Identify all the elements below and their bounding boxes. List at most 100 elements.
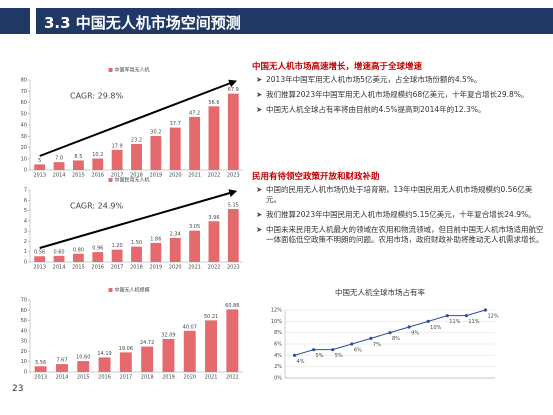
value-label: 1.86 [150, 236, 161, 242]
value-label: 32.09 [161, 332, 175, 338]
value-label: 7.67 [56, 358, 67, 364]
x-tick-label: 2021 [188, 265, 201, 271]
y-tick-label: 10 [21, 359, 27, 365]
x-tick-label: 2023 [227, 173, 240, 179]
bar [92, 252, 104, 262]
x-tick-label: 2022 [208, 173, 221, 179]
y-tick-label: 80 [21, 78, 27, 84]
value-label: 5% [316, 353, 324, 359]
value-label: 2.34 [170, 231, 181, 237]
bar [111, 249, 123, 262]
bar [183, 330, 196, 372]
legend-label: 中国民用无人机 [115, 177, 150, 184]
x-tick-label: 2021 [188, 173, 201, 179]
x-tick-label: 2018 [130, 265, 143, 271]
bar [227, 93, 239, 170]
value-label: 10.2 [92, 152, 103, 158]
trend-arrow [39, 79, 238, 157]
y-tick-label: 6 [24, 198, 27, 204]
y-tick-label: 10% [271, 319, 282, 325]
x-tick-label: 2019 [149, 173, 162, 179]
bar [131, 246, 142, 262]
x-tick-label: 2022 [208, 265, 221, 271]
x-tick-label: 2015 [77, 375, 90, 381]
bullet: 我们推算2023年中国民用无人机市场规模约5.15亿美元，十年复合增长24.9%… [256, 210, 546, 220]
trend-arrow [39, 189, 238, 249]
bar [34, 164, 46, 170]
x-tick-label: 2015 [72, 173, 85, 179]
y-tick-label: 40 [21, 123, 27, 129]
value-label: 3.05 [189, 224, 200, 230]
bar [119, 352, 132, 372]
x-tick-label: 2023 [227, 265, 240, 271]
value-label: 0.80 [73, 247, 84, 253]
value-label: 14.19 [97, 351, 111, 357]
legend-label: 中国无人机规模 [115, 287, 150, 294]
line-chart-title: 中国无人机全球市场占有率 [335, 288, 425, 297]
bar [92, 158, 104, 170]
y-tick-label: 20 [21, 349, 27, 355]
y-tick-label: 6% [274, 342, 282, 348]
bar [208, 221, 220, 262]
x-tick-label: 2017 [119, 375, 132, 381]
legend-swatch [108, 178, 113, 182]
point [350, 342, 354, 346]
bar [189, 230, 201, 262]
value-label: 4% [297, 359, 305, 365]
x-tick-label: 2020 [169, 173, 182, 179]
bar [131, 143, 142, 170]
y-tick-label: 60 [21, 100, 27, 106]
value-label: 40.07 [183, 324, 197, 330]
y-tick-label: 20 [21, 145, 27, 151]
bar [169, 127, 181, 170]
section-heading: 民用有待领空政策开放和财政补助 [252, 172, 380, 182]
y-tick-label: 0 [24, 370, 27, 376]
bar [77, 361, 90, 372]
bar [53, 162, 65, 170]
bar [189, 116, 201, 170]
y-tick-label: 8% [274, 330, 282, 336]
y-tick-label: 5 [24, 208, 27, 214]
x-tick-label: 2014 [53, 265, 66, 271]
y-tick-label: 70 [21, 298, 27, 304]
text-section: 中国无人机市场高速增长，增速高于全球增速 2013年中国军用无人机市场5亿美元，… [252, 62, 546, 120]
value-label: 11% [449, 319, 460, 325]
x-tick-label: 2014 [56, 375, 69, 381]
bar [227, 209, 239, 262]
x-tick-label: 2016 [91, 265, 104, 271]
value-label: 1.20 [112, 243, 123, 249]
value-label: 56.6 [208, 100, 219, 106]
point [292, 353, 297, 357]
y-tick-label: 3 [24, 229, 27, 235]
value-label: 0.96 [92, 246, 103, 252]
value-label: 6% [354, 348, 362, 354]
point [426, 319, 430, 323]
value-label: 7% [373, 342, 381, 348]
legend-swatch [108, 68, 113, 72]
value-label: 17.9 [112, 143, 123, 149]
y-tick-label: 60 [21, 308, 27, 314]
bar [141, 346, 154, 372]
value-label: 5% [335, 353, 343, 359]
value-label: 60.86 [225, 303, 239, 309]
bar [208, 106, 220, 170]
value-label: 67.9 [228, 87, 239, 93]
annotation: CAGR: 29.8% [70, 92, 123, 101]
y-tick-label: 30 [21, 134, 27, 140]
value-label: 10% [430, 325, 441, 331]
x-tick-label: 2021 [205, 375, 218, 381]
x-tick-label: 2018 [141, 375, 154, 381]
value-label: 9% [411, 331, 419, 337]
value-label: 5.15 [228, 203, 239, 209]
point [331, 348, 335, 352]
y-tick-label: 2% [274, 364, 282, 370]
value-label: 5 [38, 158, 41, 164]
text-section: 民用有待领空政策开放和财政补助 中国的民用无人机市场仍处于培育期，13年中国民用… [252, 172, 546, 250]
bar [53, 255, 65, 262]
value-label: 1.50 [131, 240, 142, 246]
bar [34, 256, 46, 262]
bar [55, 364, 68, 372]
bar [169, 237, 181, 262]
y-tick-label: 50 [21, 318, 27, 324]
value-label: 10.60 [76, 355, 90, 361]
